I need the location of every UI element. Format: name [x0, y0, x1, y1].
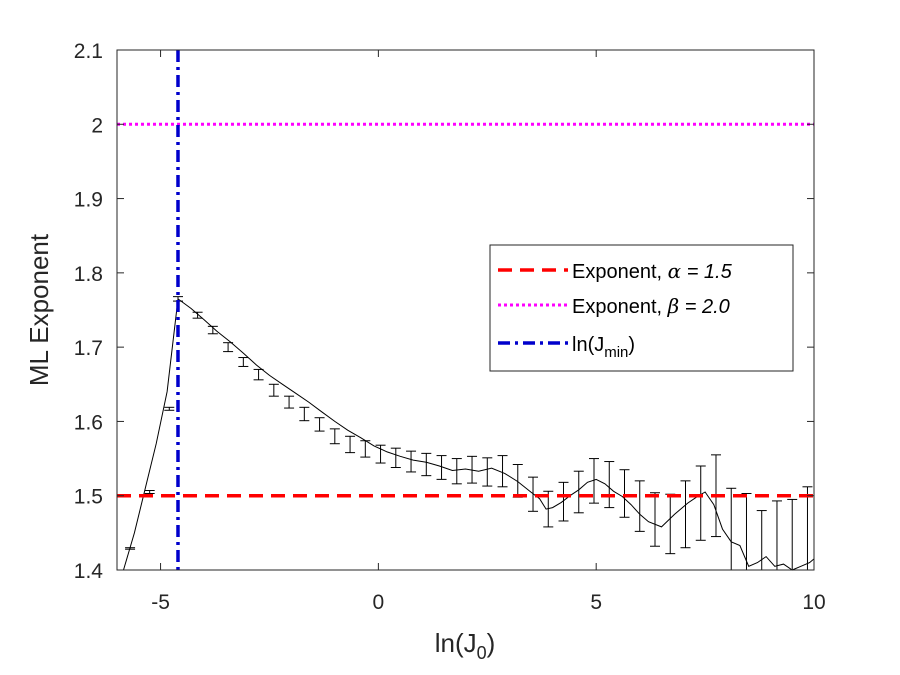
x-axis-label: ln(J0) — [435, 628, 496, 663]
error-bar — [634, 480, 645, 532]
x-tick-label: 5 — [590, 591, 602, 614]
error-bar — [406, 450, 417, 473]
error-bar — [497, 455, 508, 488]
y-tick-label: 1.4 — [74, 560, 104, 583]
error-bar — [360, 440, 371, 458]
error-bar — [787, 498, 798, 570]
x-tick-label: 0 — [373, 591, 385, 614]
y-tick-label: 1.6 — [74, 411, 103, 434]
error-bar — [573, 470, 584, 514]
error-bar — [253, 368, 264, 381]
y-tick-label: 1.5 — [74, 486, 103, 509]
error-bar — [451, 458, 462, 485]
data-curve — [123, 297, 815, 571]
error-bar — [144, 490, 155, 494]
error-bar — [467, 455, 478, 484]
error-bar — [589, 458, 600, 504]
y-tick-label: 2 — [91, 114, 103, 137]
x-tick-label: -5 — [151, 591, 170, 614]
error-bar — [284, 395, 295, 409]
error-bar — [390, 447, 401, 468]
errorbar-layer — [125, 296, 813, 570]
error-bar — [680, 480, 691, 549]
legend-jmin-label: ln(Jmin) — [572, 334, 635, 361]
error-bar — [436, 455, 447, 480]
error-bar — [207, 325, 218, 335]
error-bar — [223, 342, 234, 353]
error-bar — [604, 461, 615, 509]
curve-layer — [123, 297, 815, 571]
y-axis-label: ML Exponent — [24, 233, 54, 386]
error-bar — [192, 311, 203, 319]
y-tick-label: 1.8 — [74, 263, 103, 286]
error-bar — [695, 465, 706, 541]
error-bar — [421, 452, 432, 477]
x-tick-label: 10 — [802, 591, 825, 614]
error-bar — [726, 487, 737, 570]
tick-layer: -5 0 5 10 1.4 1.5 1.6 1.7 1.8 1.9 2 2.1 — [74, 40, 826, 614]
error-bar — [558, 481, 569, 522]
error-bar — [741, 492, 752, 570]
error-bar — [329, 428, 340, 445]
error-bar — [164, 406, 175, 411]
legend-box — [489, 244, 794, 372]
legend-alpha-label: Exponent, α = 1.5 — [572, 259, 733, 283]
error-bar — [756, 510, 767, 570]
axes-box — [116, 49, 815, 571]
error-bar — [238, 357, 249, 367]
error-bar — [528, 476, 539, 512]
error-bar — [314, 417, 325, 432]
error-bar — [125, 547, 136, 550]
error-bar — [482, 457, 493, 487]
y-tick-label: 1.7 — [74, 337, 103, 360]
error-bar — [268, 383, 279, 397]
error-bar — [649, 492, 660, 547]
error-bar — [619, 469, 630, 518]
legend-beta-label: Exponent, β = 2.0 — [572, 294, 730, 318]
error-bar — [802, 486, 813, 570]
y-tick-label: 2.1 — [74, 40, 103, 63]
error-bar — [299, 406, 310, 422]
error-bar — [375, 444, 386, 464]
error-bar — [771, 500, 782, 570]
legend: Exponent, α = 1.5 Exponent, β = 2.0 ln(J… — [489, 244, 794, 372]
error-bar — [345, 435, 356, 454]
y-tick-label: 1.9 — [74, 189, 103, 212]
